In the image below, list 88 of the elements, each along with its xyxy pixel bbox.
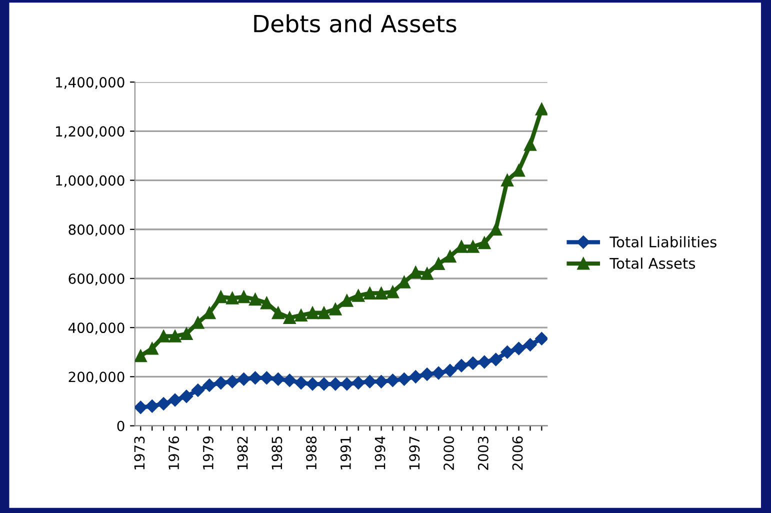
point [134,350,147,362]
point [524,138,536,151]
point [238,290,250,304]
point [156,397,170,410]
point [260,371,274,385]
y-tick-label: 1,000,000 [56,175,124,188]
y-tick-label: 800,000 [68,224,124,236]
point [180,327,193,340]
point [478,355,491,369]
point [248,371,262,385]
point [146,400,159,413]
point [500,346,514,359]
x-tick-label: 1994 [374,436,386,470]
point [535,332,548,346]
point [146,342,158,355]
point [226,375,239,388]
point [329,302,342,316]
x-tick-label: 2003 [478,436,488,470]
point [444,250,456,263]
point [501,174,514,187]
point [168,393,182,407]
legend-label: Total Liabilities [610,236,716,248]
point [168,330,182,342]
x-tick-label: 1973 [134,436,145,470]
point [432,366,446,380]
x-tick-label: 1976 [168,436,180,470]
point [489,352,502,366]
point [248,293,262,306]
y-tick-label: 400,000 [68,322,124,334]
x-tick-label: 1979 [202,436,214,470]
point [318,306,330,320]
point [283,374,296,387]
point [226,292,239,304]
point [409,370,422,384]
point [237,372,250,386]
point [535,102,548,116]
point [272,372,285,386]
point [306,306,319,320]
point [374,375,388,388]
point [352,376,365,390]
point [420,267,434,280]
point [454,359,468,372]
x-tick-label: 2000 [444,436,454,470]
point [157,330,170,342]
point [294,376,308,390]
point [478,236,491,250]
point [524,338,537,352]
point [294,309,308,322]
point [466,240,480,253]
x-tick-label: 2006 [512,436,523,470]
y-tick-label: 200,000 [68,372,124,384]
point [466,356,480,370]
legend-label: Total Assets [610,258,696,269]
point [214,376,228,390]
point [340,294,354,307]
point [214,290,228,304]
point [512,342,526,356]
x-tick-label: 1982 [237,436,248,470]
point [420,368,434,381]
point [490,223,502,236]
point [352,289,365,302]
point [306,377,320,391]
x-tick-label: 1997 [409,436,420,470]
y-tick-label: 1,400,000 [56,77,124,89]
x-tick-label: 1988 [306,436,317,470]
point [180,390,194,403]
point [386,286,399,298]
y-tick-label: 1,200,000 [56,126,124,138]
point [386,374,400,387]
y-tick-label: 0 [117,420,124,432]
point [364,286,376,300]
y-tick-label: 600,000 [68,273,124,286]
point [202,378,216,392]
x-tick-label: 1991 [340,436,351,470]
point [134,400,148,414]
point [512,164,526,177]
point [363,375,376,388]
x-tick-label: 1985 [272,436,282,470]
point [317,377,331,391]
point [443,364,457,378]
point [398,372,411,386]
point [272,306,284,320]
point [191,384,205,397]
point [375,286,388,300]
point [283,312,296,324]
point [340,377,354,391]
chart-title: Debts and Assets [254,14,456,32]
point [328,377,342,391]
